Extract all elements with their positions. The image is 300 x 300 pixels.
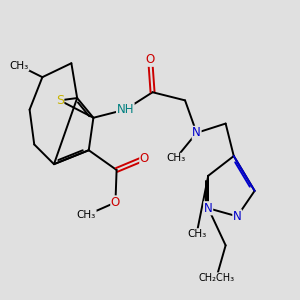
Text: S: S xyxy=(56,94,64,107)
Text: O: O xyxy=(146,53,155,66)
Text: N: N xyxy=(192,126,201,139)
Text: CH₃: CH₃ xyxy=(77,210,96,220)
Text: CH₂CH₃: CH₂CH₃ xyxy=(198,273,234,283)
Text: N: N xyxy=(204,202,213,215)
Text: CH₃: CH₃ xyxy=(10,61,29,70)
Text: N: N xyxy=(233,210,242,223)
Text: CH₃: CH₃ xyxy=(166,153,185,164)
Text: CH₃: CH₃ xyxy=(187,229,206,239)
Text: O: O xyxy=(140,152,149,165)
Text: NH: NH xyxy=(117,103,134,116)
Text: O: O xyxy=(111,196,120,209)
